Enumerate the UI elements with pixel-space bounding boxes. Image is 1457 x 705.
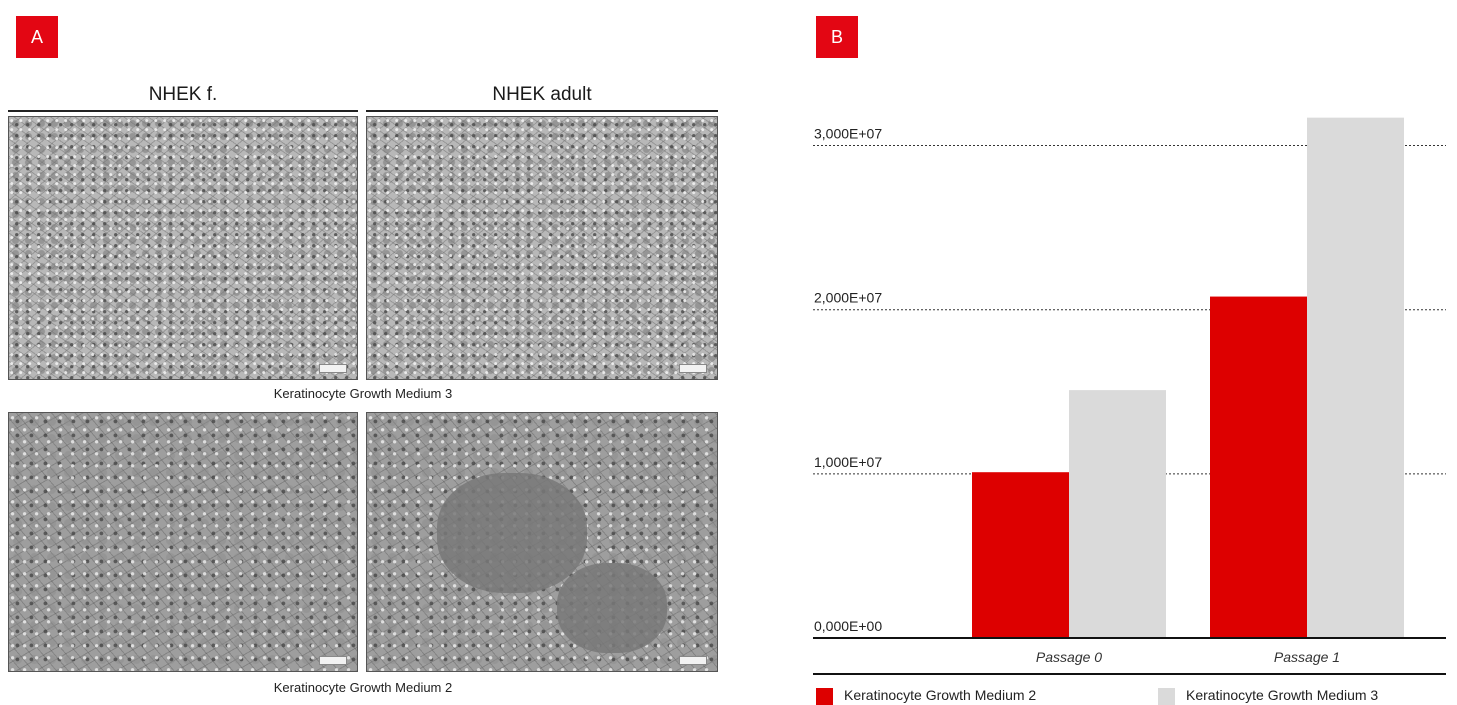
legend-label-medium-3: Keratinocyte Growth Medium 3 (1186, 687, 1379, 703)
legend-label-medium-2: Keratinocyte Growth Medium 2 (844, 687, 1037, 703)
micrograph-nhek-f-medium-2 (8, 412, 358, 672)
scale-bar (679, 364, 707, 373)
micrograph-nhek-adult-medium-2 (366, 412, 718, 672)
column-title-nhek-adult: NHEK adult (492, 84, 592, 105)
scale-bar (319, 364, 347, 373)
y-tick-label: 1,000E+07 (814, 454, 882, 470)
y-tick-label: 2,000E+07 (814, 290, 882, 306)
panel-b-label: B (816, 16, 858, 58)
y-tick-label: 3,000E+07 (814, 126, 882, 142)
bar-medium-3-passage-0 (1069, 390, 1166, 638)
scale-bar (319, 656, 347, 665)
column-rule-right (366, 110, 718, 112)
x-tick-label: Passage 1 (1274, 649, 1340, 665)
column-title-nhek-f: NHEK f. (148, 84, 218, 105)
panel-a-label: A (16, 16, 58, 58)
cell-free-area (437, 473, 587, 593)
row-caption-medium-2: Keratinocyte Growth Medium 2 (273, 680, 453, 695)
column-rule-left (8, 110, 358, 112)
y-tick-label: 0,000E+00 (814, 618, 882, 634)
row-caption-medium-3: Keratinocyte Growth Medium 3 (273, 386, 453, 401)
x-tick-label: Passage 0 (1036, 649, 1102, 665)
legend-swatch-medium-2 (816, 688, 833, 705)
micrograph-nhek-adult-medium-3 (366, 116, 718, 380)
micrograph-nhek-f-medium-3 (8, 116, 358, 380)
bar-medium-2-passage-0 (972, 472, 1069, 638)
scale-bar (679, 656, 707, 665)
cell-free-area (557, 563, 667, 653)
bar-medium-3-passage-1 (1307, 117, 1404, 639)
legend-swatch-medium-3 (1158, 688, 1175, 705)
bar-medium-2-passage-1 (1210, 296, 1307, 638)
